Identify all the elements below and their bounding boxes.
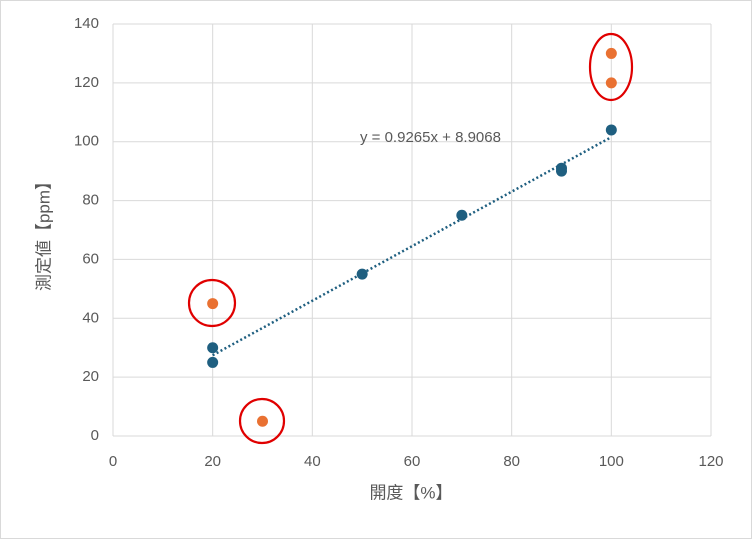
y-tick-label: 80 bbox=[82, 192, 99, 209]
data-point bbox=[605, 47, 617, 59]
data-point bbox=[605, 77, 617, 89]
highlight-circle bbox=[238, 397, 286, 445]
highlight-circle bbox=[588, 32, 634, 102]
data-point bbox=[456, 209, 468, 221]
x-tick-label: 20 bbox=[204, 453, 221, 470]
highlights bbox=[187, 32, 634, 445]
data-point bbox=[257, 415, 268, 427]
trendline bbox=[212, 136, 612, 357]
y-axis-title: 測定値【ppm】 bbox=[34, 173, 53, 291]
x-tick-label: 120 bbox=[698, 453, 723, 470]
data-point bbox=[556, 165, 567, 177]
plot-area: 0 20 40 60 80 100 120 140 0 20 40 60 80 100 120 y = 0.9… bbox=[74, 15, 724, 470]
x-axis-title: 開度【%】 bbox=[369, 483, 452, 502]
data-point bbox=[207, 342, 219, 354]
x-tick-label: 80 bbox=[503, 453, 520, 470]
y-tick-label: 140 bbox=[74, 15, 99, 32]
trendline-label: y = 0.9265x + 8.9068 bbox=[360, 129, 501, 146]
y-tick-label: 60 bbox=[82, 250, 99, 267]
data-point bbox=[356, 268, 368, 280]
x-tick-label: 40 bbox=[304, 453, 321, 470]
x-tick-label: 60 bbox=[404, 453, 421, 470]
x-tick-label: 0 bbox=[109, 453, 117, 470]
y-tick-label: 100 bbox=[74, 133, 99, 150]
highlight-circle bbox=[187, 278, 237, 328]
data-point bbox=[207, 298, 219, 310]
y-tick-label: 0 bbox=[91, 427, 99, 444]
x-tick-label: 100 bbox=[599, 453, 624, 470]
y-tick-label: 20 bbox=[82, 368, 99, 385]
y-tick-label: 40 bbox=[82, 309, 99, 326]
data-point bbox=[605, 124, 617, 136]
y-tick-label: 120 bbox=[74, 74, 99, 91]
data-point bbox=[207, 356, 219, 368]
